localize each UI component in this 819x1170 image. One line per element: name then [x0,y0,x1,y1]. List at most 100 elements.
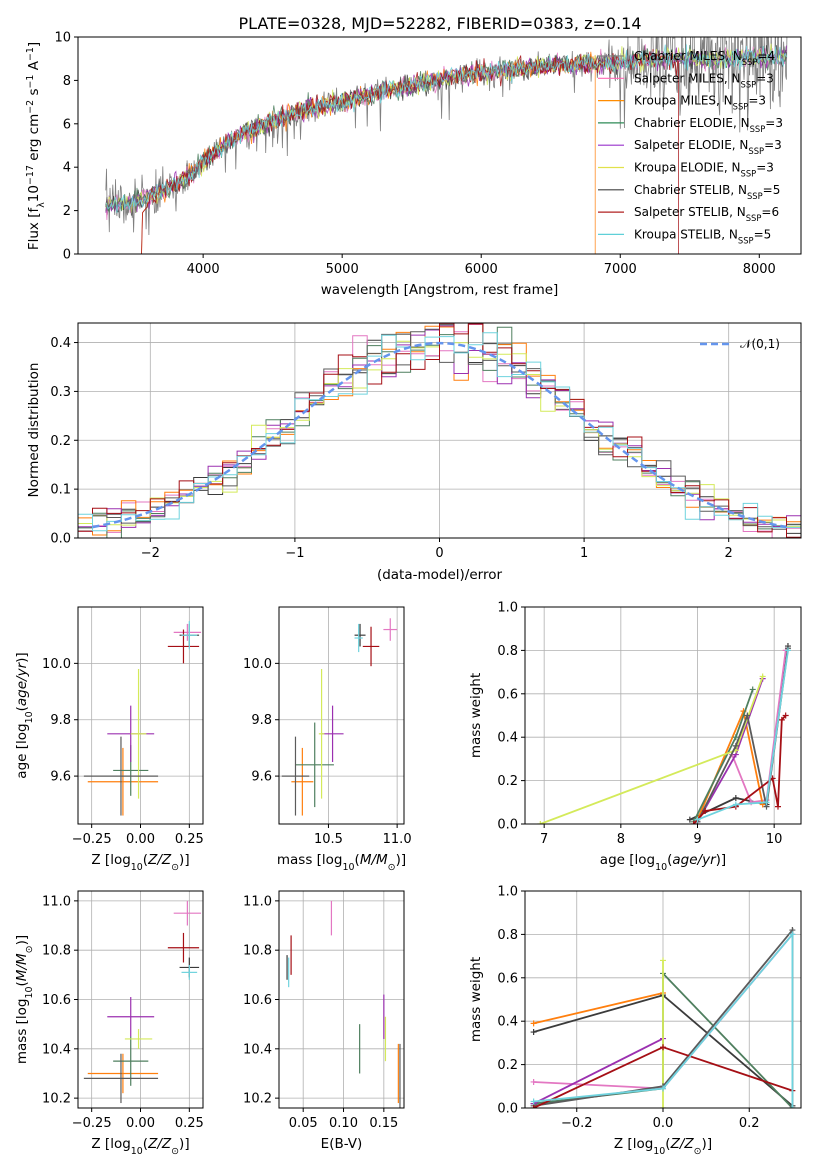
legend-label: Chabrier ELODIE, NSSP=3 [634,116,783,134]
x-tick-label: 0.0 [653,1116,674,1131]
panel-spectrum: 4000 5000 6000 7000 8000 0 2 4 6 8 10 Chabrier MILE… [25,31,802,298]
model-spectrum-line [105,45,787,213]
y-tick-label: 8 [63,74,71,89]
x-tick-label: 8000 [743,262,776,277]
y-tick-label: 0.6 [497,971,518,986]
x-tick-label: 0 [435,546,443,561]
y-tick-label: 10.8 [42,944,71,959]
y-tick-label: 1.0 [497,601,518,616]
y-tick-label: 6 [63,117,71,132]
x-axis-label: mass [log10(M/M⊙)] [277,852,406,873]
residual-histogram [78,323,801,537]
x-tick-label: −2 [141,546,160,561]
y-tick-label: 0.3 [50,385,71,400]
y-tick-label: 0.2 [497,1058,518,1073]
mass-weight-line [533,992,664,1025]
residual-histogram [78,324,801,538]
panel-mass-weight-vs-Z: −0.2 0.0 0.2 0.0 0.2 0.4 0.6 0.8 1.0 Z [log10(Z/Z… [468,885,802,1157]
x-axis-label: Z [log10(Z/Z⊙)] [91,1136,189,1157]
y-tick-label: 10.0 [243,657,272,672]
x-tick-label: −0.2 [561,1116,593,1131]
mass-weight-marker [660,957,666,964]
y-tick-label: 0.2 [497,774,518,789]
panel-residuals: −2 −1 0 1 2 0.0 0.1 0.2 0.3 0.4 𝒩(0,1) (data-model)… [26,322,802,583]
figure-title: PLATE=0328, MJD=52282, FIBERID=0383, z=0… [238,14,641,33]
plot-area [83,900,202,1104]
mass-weight-marker [732,734,739,741]
x-tick-label: 0.25 [175,1116,204,1131]
mass-weight-marker [744,712,751,719]
model-spectrum-line [141,51,596,254]
residual-histogram [78,323,801,538]
y-tick-label: 9.8 [251,713,272,728]
y-tick-label: 0.6 [497,687,518,702]
x-tick-label: 10 [766,832,783,847]
y-tick-label: 4 [63,161,71,176]
axes: 0.05 0.10 0.15 10.2 10.4 10.6 10.8 11.0 E(B-V) [243,890,405,1152]
axes: −0.25 0.00 0.25 9.6 9.8 10.0 Z [log10(Z/Z⊙)] ag… [14,606,204,873]
y-tick-label: 11.0 [42,894,71,909]
x-tick-label: −0.25 [72,832,112,847]
residual-histogram [78,323,801,538]
y-tick-label: 0 [63,248,71,263]
x-axis-label: E(B-V) [321,1136,363,1152]
mass-weight-marker [732,742,739,749]
legend-label: Salpeter MILES, NSSP=3 [634,71,774,89]
y-tick-label: 10.6 [42,993,71,1008]
y-tick-label: 9.8 [50,713,71,728]
mass-weight-marker [690,821,697,824]
y-tick-label: 10 [54,31,71,46]
mass-weight-marker [782,712,789,719]
mass-weight-marker [789,1105,796,1108]
x-axis-label: wavelength [Angstrom, rest frame] [321,282,559,298]
mass-weight-marker [694,816,701,823]
axes-frame [77,36,802,255]
residual-histogram [78,325,801,538]
x-tick-label: 5000 [326,262,359,277]
x-axis-label: Z [log10(Z/Z⊙)] [91,852,189,873]
mass-weight-marker [530,1098,537,1105]
legend-label: Salpeter ELODIE, NSSP=3 [634,138,782,156]
y-axis-label: mass [log10(M/M⊙)] [14,935,35,1064]
y-tick-label: 10.6 [243,993,272,1008]
x-tick-label: −0.25 [72,1116,112,1131]
y-tick-label: 9.6 [251,770,272,785]
residual-histogram [78,323,801,538]
residual-histogram [78,332,801,538]
mass-weight-marker [763,799,770,806]
y-tick-label: 0.0 [497,1102,518,1117]
y-tick-label: 0.8 [497,928,518,943]
y-axis-label: mass weight [468,673,484,758]
x-tick-label: 7 [540,832,548,847]
y-tick-label: 10.2 [243,1092,272,1107]
x-tick-label: 0.05 [289,1116,318,1131]
mass-weight-marker [778,716,785,723]
x-tick-label: 9 [693,832,701,847]
x-tick-label: 0.00 [126,1116,155,1131]
axes: 10.5 11.0 9.6 9.8 10.0 mass [log10(M/M⊙)] [243,606,412,873]
mass-weight-line [533,931,794,1108]
y-tick-label: 1.0 [497,885,518,900]
panel-mass-vs-Z: −0.25 0.00 0.25 10.2 10.4 10.6 10.8 11.0 Z [log1… [14,890,204,1157]
y-tick-label: 2 [63,204,71,219]
mass-weight-marker [660,1085,666,1092]
plot-area [537,643,791,824]
y-tick-label: 0.1 [50,483,71,498]
legend-label: Chabrier MILES, NSSP=4 [634,49,775,67]
y-tick-label: 10.2 [42,1092,71,1107]
axes: −2 −1 0 1 2 0.0 0.1 0.2 0.3 0.4 𝒩(0,1) (data-model)… [26,322,802,583]
x-axis-label: age [log10(age/yr)] [600,852,726,873]
axes: 7 8 9 10 0.0 0.2 0.4 0.6 0.8 1.0 age [log10(age/yr… [468,601,802,873]
x-tick-label: 7000 [604,262,637,277]
y-tick-label: 10.8 [243,944,272,959]
mass-weight-marker [530,1020,537,1027]
x-tick-label: 0.10 [329,1116,358,1131]
plot-area [83,621,202,816]
x-tick-label: −1 [285,546,304,561]
plot-area [530,927,796,1108]
axes: −0.2 0.0 0.2 0.0 0.2 0.4 0.6 0.8 1.0 Z [log10(Z/Z… [468,885,802,1157]
mass-weight-marker [759,673,766,680]
mass-weight-marker [732,801,739,808]
mass-weight-marker [749,686,756,693]
legend-label: Kroupa MILES, NSSP=3 [634,94,766,112]
